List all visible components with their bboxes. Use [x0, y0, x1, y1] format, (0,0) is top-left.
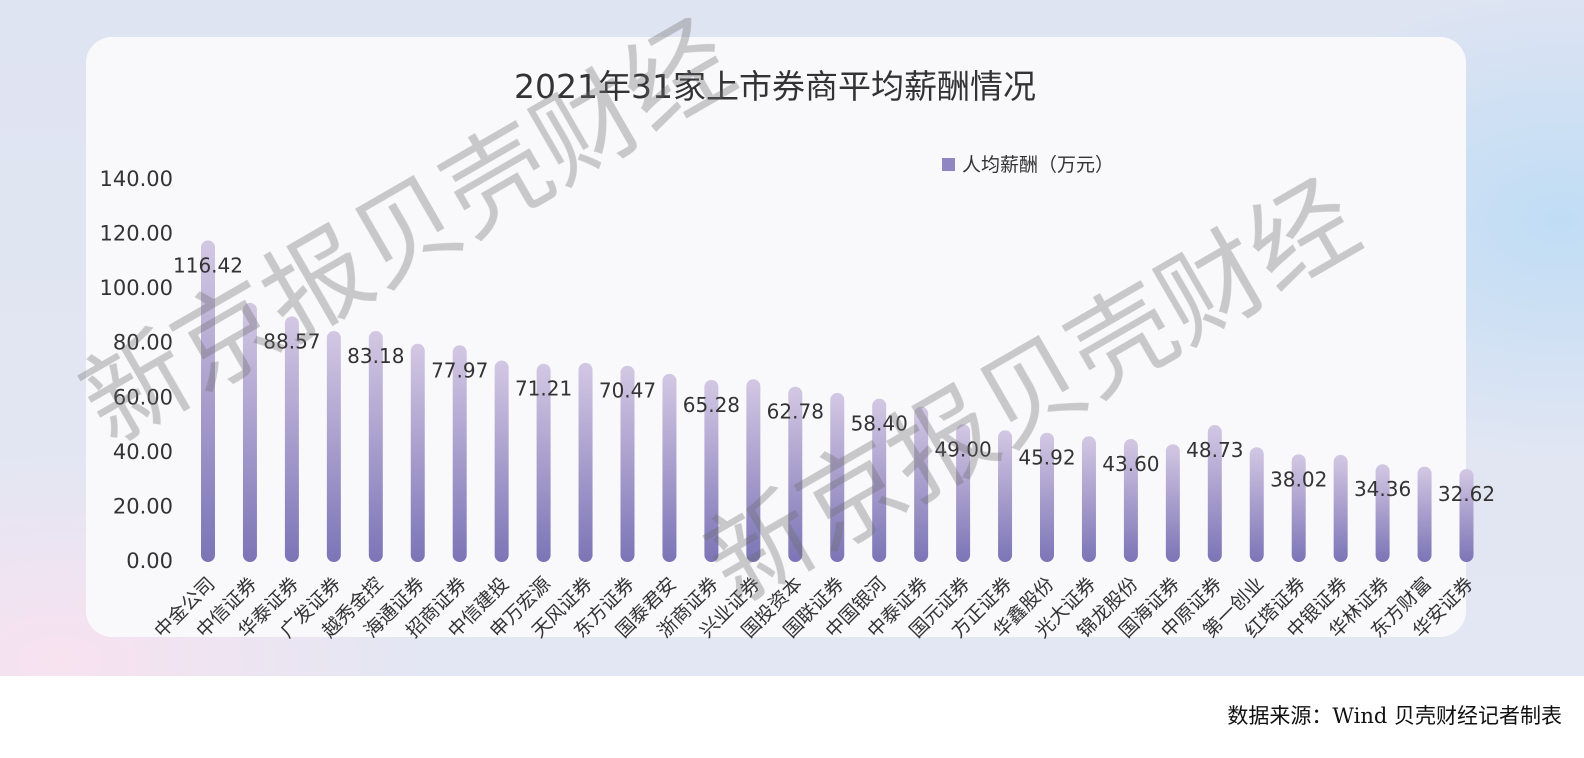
bar — [956, 424, 971, 562]
bar — [1291, 454, 1306, 562]
bar — [788, 386, 803, 562]
data-label: 83.18 — [347, 344, 404, 368]
bar — [242, 302, 257, 562]
bar — [284, 316, 299, 562]
bar — [1417, 466, 1432, 562]
data-label: 34.36 — [1354, 477, 1411, 501]
bar — [452, 345, 467, 562]
data-label: 48.73 — [1186, 438, 1243, 462]
data-label: 88.57 — [263, 329, 320, 353]
bar — [410, 343, 425, 562]
watermark: 新京报贝壳财经 新京报贝壳财经 — [62, 0, 1378, 627]
y-tick-label: 140.00 — [100, 167, 173, 191]
bar — [1333, 454, 1348, 562]
y-tick-label: 20.00 — [113, 494, 173, 518]
bar — [1459, 468, 1474, 562]
bar — [494, 360, 509, 562]
bar — [662, 373, 677, 562]
data-label: 32.62 — [1438, 482, 1495, 506]
bar — [998, 430, 1013, 562]
bar — [536, 363, 551, 562]
chart-title: 2021年31家上市券商平均薪酬情况 — [514, 67, 1036, 106]
bar — [201, 240, 215, 562]
y-tick-label: 80.00 — [113, 331, 173, 355]
data-label: 70.47 — [599, 379, 656, 403]
bar — [746, 379, 761, 562]
y-tick-label: 0.00 — [126, 549, 173, 573]
source-note: 数据来源：Wind 贝壳财经记者制表 — [1227, 704, 1562, 728]
legend-marker — [942, 158, 955, 171]
bar — [1207, 425, 1222, 562]
data-label: 62.78 — [767, 400, 824, 424]
bar — [1165, 444, 1180, 562]
data-label: 43.60 — [1102, 452, 1159, 476]
bar — [368, 331, 383, 562]
bar — [578, 362, 593, 562]
data-label: 77.97 — [431, 358, 488, 382]
y-tick-label: 100.00 — [100, 276, 173, 300]
chart-card — [86, 37, 1466, 637]
y-axis: 0.00 20.00 40.00 60.00 80.00 100.00 120.00 140.… — [100, 167, 173, 573]
bar — [872, 398, 887, 562]
bar — [1375, 464, 1390, 562]
legend-label: 人均薪酬（万元） — [962, 154, 1114, 176]
bar — [1081, 436, 1096, 562]
bars: 116.42 88.57 83.18 77.97 71.21 70.47 65.28 62.7… — [173, 240, 1495, 562]
bar — [1123, 439, 1138, 562]
bar — [620, 365, 635, 562]
y-tick-label: 40.00 — [113, 440, 173, 464]
data-label: 45.92 — [1018, 446, 1075, 470]
bar — [326, 330, 341, 562]
bar — [1249, 447, 1264, 562]
data-label: 58.40 — [851, 412, 908, 436]
y-tick-label: 120.00 — [100, 222, 173, 246]
bar — [830, 392, 845, 562]
data-label: 38.02 — [1270, 467, 1327, 491]
bar — [914, 406, 929, 562]
data-label: 71.21 — [515, 377, 572, 401]
data-label: 116.42 — [173, 253, 243, 277]
y-tick-label: 60.00 — [113, 385, 173, 409]
data-label: 65.28 — [683, 393, 740, 417]
bar-chart: 2021年31家上市券商平均薪酬情况 人均薪酬（万元） 0.00 20.00 40.… — [62, 0, 1496, 642]
bar — [704, 379, 719, 562]
bar — [1040, 432, 1054, 562]
data-label: 49.00 — [934, 437, 991, 461]
